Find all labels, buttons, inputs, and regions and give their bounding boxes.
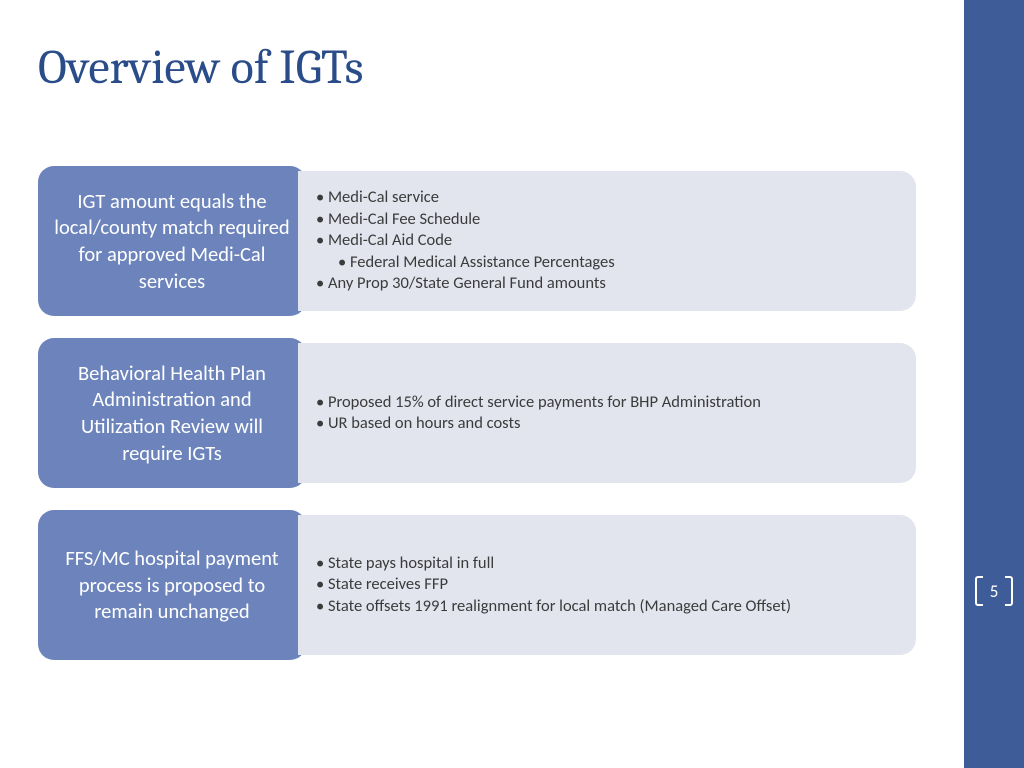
row-label: FFS/MC hospital payment process is propo… bbox=[38, 510, 306, 660]
bullet: Medi-Cal Fee Schedule bbox=[316, 209, 898, 230]
bracket-left-icon bbox=[975, 576, 983, 606]
page-number-badge: 5 bbox=[975, 576, 1013, 606]
content-rows: IGT amount equals the local/county match… bbox=[38, 166, 916, 682]
bullet: State pays hospital in full bbox=[316, 553, 898, 574]
side-bar bbox=[964, 0, 1024, 768]
page-number: 5 bbox=[990, 581, 999, 602]
row-label: IGT amount equals the local/county match… bbox=[38, 166, 306, 316]
row-igt-amount: IGT amount equals the local/county match… bbox=[38, 166, 916, 316]
page-title: Overview of IGTs bbox=[38, 40, 364, 95]
bullet: State offsets 1991 realignment for local… bbox=[316, 596, 898, 617]
bullet: Any Prop 30/State General Fund amounts bbox=[316, 273, 898, 294]
bullet: Medi-Cal Aid Code bbox=[316, 230, 898, 251]
bullet: Proposed 15% of direct service payments … bbox=[316, 392, 898, 413]
row-details: Proposed 15% of direct service payments … bbox=[298, 343, 916, 483]
bracket-right-icon bbox=[1005, 576, 1013, 606]
row-label: Behavioral Health Plan Administration an… bbox=[38, 338, 306, 488]
bullet: State receives FFP bbox=[316, 574, 898, 595]
bullet: Medi-Cal service bbox=[316, 187, 898, 208]
bullet: Federal Medical Assistance Percentages bbox=[316, 252, 898, 273]
row-behavioral-health: Behavioral Health Plan Administration an… bbox=[38, 338, 916, 488]
slide: Overview of IGTs IGT amount equals the l… bbox=[0, 0, 1024, 768]
row-details: State pays hospital in full State receiv… bbox=[298, 515, 916, 655]
bullet: UR based on hours and costs bbox=[316, 413, 898, 434]
row-details: Medi-Cal service Medi-Cal Fee Schedule M… bbox=[298, 171, 916, 311]
row-ffs-mc-hospital: FFS/MC hospital payment process is propo… bbox=[38, 510, 916, 660]
